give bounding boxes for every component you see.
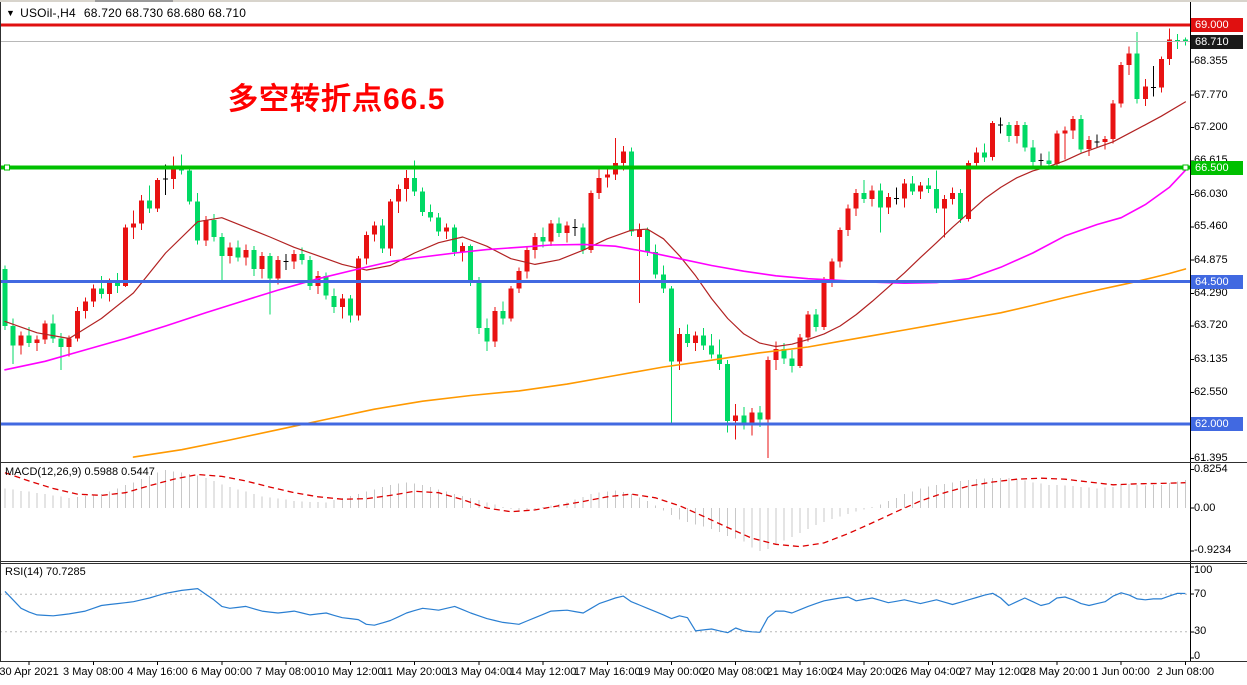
candlestick-series	[2, 28, 1188, 459]
price-tick-label: 62.550	[1194, 386, 1228, 399]
macd-scale-label: 0.00	[1194, 501, 1216, 514]
price-badge: 62.000	[1191, 417, 1243, 431]
macd-scale-label: 0.8254	[1194, 463, 1228, 476]
price-tick-label: 66.030	[1194, 187, 1228, 200]
price-tick-label: 67.200	[1194, 121, 1228, 134]
price-tick-label: 65.460	[1194, 220, 1228, 233]
price-tick-label: 68.355	[1194, 55, 1228, 68]
macd-histogram	[4, 469, 1186, 551]
collapse-arrow-icon[interactable]: ▼	[6, 8, 16, 18]
chinese-annotation-text: 多空转折点66.5	[228, 83, 446, 116]
time-axis-label: 11 May 20:00	[381, 666, 448, 678]
ohlc-quote-label: 68.720 68.730 68.680 68.710	[83, 6, 247, 20]
price-badge: 69.000	[1191, 18, 1243, 32]
time-axis-label: 4 May 16:00	[127, 666, 188, 678]
time-axis-label: 2 Jun 08:00	[1156, 666, 1215, 678]
ma-mid	[4, 169, 1187, 371]
rsi-scale-label: 0	[1194, 650, 1201, 662]
time-axis-label: 20 May 08:00	[702, 666, 770, 678]
time-axis-label: 13 May 04:00	[445, 666, 513, 678]
rsi-panel-label: RSI(14) 70.7285	[5, 566, 86, 578]
price-tick-label: 63.135	[1194, 352, 1228, 365]
time-axis-label: 3 May 08:00	[63, 666, 124, 678]
rsi-scale-label: 100	[1194, 564, 1213, 576]
line-drag-handle[interactable]	[4, 164, 10, 171]
time-axis-label: 17 May 16:00	[573, 666, 641, 678]
price-tick-label: 64.290	[1194, 286, 1228, 299]
time-axis-label: 26 May 04:00	[895, 666, 962, 678]
time-axis-label: 24 May 20:00	[830, 666, 898, 678]
time-axis-label: 6 May 00:00	[191, 666, 253, 678]
price-tick-label: 63.720	[1194, 319, 1228, 332]
rsi-line	[4, 587, 1186, 634]
window-top-edge	[0, 0, 1247, 2]
symbol-timeframe-label: USOil-,H4	[20, 6, 76, 20]
time-axis-label: 30 Apr 2021	[0, 666, 59, 678]
line-drag-handle[interactable]	[1182, 164, 1189, 171]
price-tick-label: 64.875	[1194, 253, 1228, 266]
time-axis-label: 10 May 12:00	[316, 666, 384, 678]
price-badge: 64.500	[1191, 274, 1243, 289]
price-tick-label: 67.770	[1194, 88, 1228, 101]
time-axis-label: 28 May 20:00	[1023, 666, 1091, 678]
time-axis-label: 21 May 16:00	[766, 666, 834, 678]
macd-signal-line	[4, 472, 1186, 548]
rsi-scale-label: 70	[1194, 587, 1207, 600]
ma-fast	[4, 101, 1187, 348]
time-axis-label: 1 Jun 00:00	[1092, 666, 1150, 678]
panel-borders	[0, 2, 1247, 665]
chart-header: ▼ USOil-,H4 68.720 68.730 68.680 68.710	[6, 6, 246, 20]
price-badge: 68.710	[1191, 34, 1243, 49]
window-top-edge-thumb	[95, 0, 173, 2]
price-tick-label: 61.395	[1194, 451, 1228, 464]
macd-panel-label: MACD(12,26,9) 0.5988 0.5447	[5, 466, 155, 478]
time-axis-label: 19 May 00:00	[638, 666, 705, 678]
macd-scale-label: -0.9234	[1194, 544, 1232, 557]
time-axis-label: 7 May 08:00	[255, 666, 317, 678]
time-axis-label: 27 May 12:00	[959, 666, 1027, 678]
time-axis-label: 14 May 12:00	[509, 666, 577, 678]
rsi-scale-label: 30	[1194, 625, 1207, 638]
price-badge: 66.500	[1191, 160, 1243, 175]
ma-slow	[132, 268, 1187, 458]
